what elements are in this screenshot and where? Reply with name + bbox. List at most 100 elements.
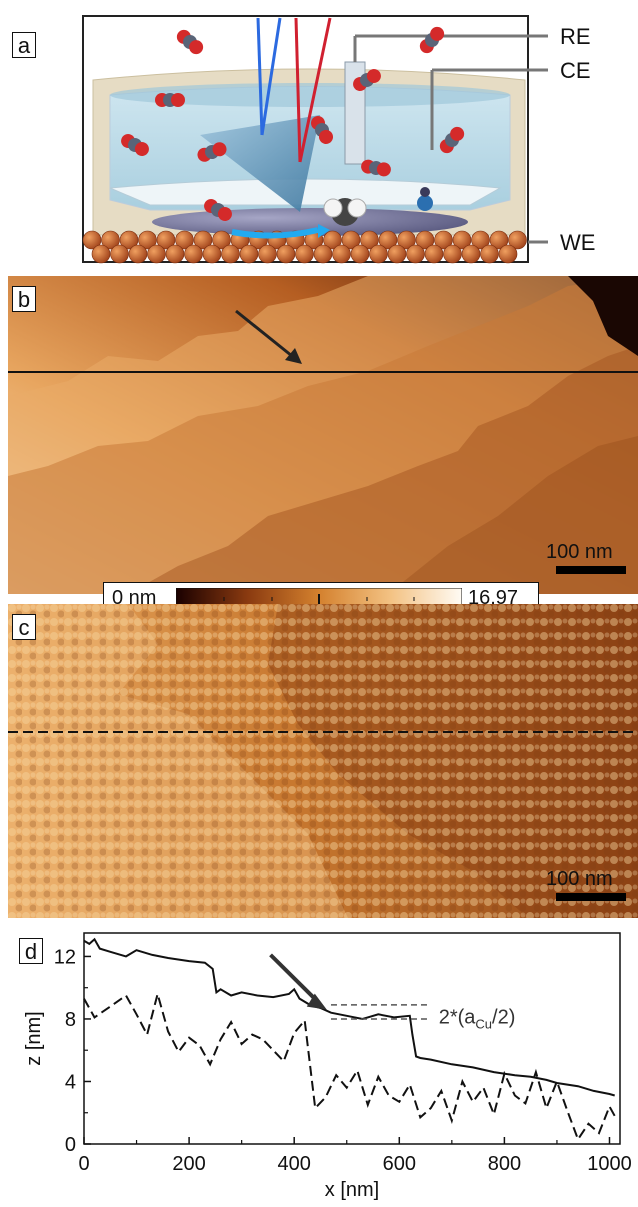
co2-molecule — [419, 26, 445, 54]
x-tick-label: 1000 — [587, 1153, 632, 1175]
panel-c-stm-image — [8, 604, 638, 918]
copper-atom — [387, 244, 407, 264]
copper-atom — [119, 230, 139, 250]
colorbar-max-label: 16.97 — [468, 587, 519, 609]
panel-b-letter: b — [12, 286, 36, 312]
copper-atom — [202, 244, 222, 264]
copper-atom — [406, 244, 425, 264]
laser-red-2 — [298, 17, 332, 163]
copper-atom — [415, 230, 435, 250]
y-tick-label: 0 — [65, 1134, 76, 1156]
copper-atom — [239, 244, 259, 264]
copper-atom — [313, 244, 333, 264]
y-tick-label: 8 — [65, 1009, 76, 1031]
copper-atom — [332, 244, 351, 264]
plot-frame — [83, 932, 621, 1145]
co2-molecules — [121, 26, 465, 221]
copper-atom — [91, 244, 111, 264]
dark-corner — [568, 276, 638, 356]
panel-d-arrow-shaft — [269, 953, 318, 1002]
co2-molecule — [439, 126, 465, 154]
copper-atom — [378, 230, 398, 250]
laser-red-1 — [294, 17, 302, 163]
arrow-shaft — [235, 309, 293, 358]
copper-atom — [184, 244, 203, 264]
re-label: RE — [560, 24, 591, 49]
co2-molecule — [176, 29, 204, 55]
panel-d-line-chart: 0 200 400 600 800 1000 0 4 8 12 x [nm] z [nm] 2*(aCu… — [23, 932, 632, 1201]
series-dashed-line — [83, 990, 616, 1142]
copper-atom — [212, 230, 231, 250]
ion-top — [420, 187, 430, 197]
co2-molecule — [155, 93, 185, 107]
x-tick-label: 0 — [78, 1153, 89, 1175]
panel-c-scale-bar — [556, 893, 626, 901]
co2-molecule — [204, 199, 232, 221]
copper-atom — [323, 230, 342, 250]
x-tick-label: 600 — [383, 1153, 416, 1175]
colorbar-min-label: 0 nm — [112, 587, 157, 609]
copper-atom — [508, 230, 527, 250]
panel-c-scale-label: 100 nm — [546, 868, 613, 890]
co2-molecule — [121, 134, 149, 156]
copper-atom — [276, 244, 296, 264]
laser-blue-1 — [256, 17, 264, 136]
laser-blue-2 — [260, 17, 282, 136]
copper-atom — [156, 230, 176, 250]
we-label: WE — [560, 230, 596, 255]
copper-atom — [397, 230, 416, 250]
ce-label: CE — [560, 58, 591, 83]
y-axis-label: z [nm] — [23, 1011, 45, 1065]
copper-atom — [443, 244, 462, 264]
step-annotation: 2*(aCu/2) — [439, 1007, 516, 1032]
terrace-4 — [388, 436, 638, 594]
copper-atom — [341, 230, 361, 250]
copper-atom — [360, 230, 379, 250]
arrow-head — [285, 348, 302, 364]
copper-atom — [295, 244, 314, 264]
ion — [417, 195, 433, 211]
copper-atom — [221, 244, 240, 264]
copper-atom — [452, 230, 472, 250]
diffusion-arrow — [231, 227, 319, 239]
copper-atom — [101, 230, 120, 250]
y-tick-label: 4 — [65, 1071, 76, 1093]
copper-atom — [128, 244, 148, 264]
copper-atom — [489, 230, 509, 250]
copper-atom — [480, 244, 499, 264]
copper-atom — [471, 230, 490, 250]
copper-atom — [350, 244, 370, 264]
terrace-3 — [128, 346, 638, 594]
panel-a-letter: a — [12, 32, 36, 58]
copper-atom — [369, 244, 388, 264]
co2-molecule — [353, 69, 381, 91]
co2-molecule — [361, 159, 391, 177]
copper-atom — [138, 230, 157, 250]
stm-tip — [200, 115, 320, 212]
electrolyte-surface — [110, 83, 510, 107]
copper-atom — [110, 244, 129, 264]
x-tick-label: 200 — [172, 1153, 205, 1175]
copper-atom — [165, 244, 185, 264]
panel-b-scale-bar — [556, 566, 626, 574]
copper-atom — [147, 244, 166, 264]
copper-atom — [193, 230, 213, 250]
panel-a-schematic — [82, 15, 548, 264]
copper-atom — [82, 230, 102, 250]
copper-atom — [175, 230, 194, 250]
panel-b-scale-label: 100 nm — [546, 541, 613, 563]
y-tick-label: 12 — [54, 946, 76, 968]
copper-atom — [498, 244, 518, 264]
copper-atom — [461, 244, 481, 264]
seal-ring — [109, 178, 502, 206]
co2-molecule — [311, 116, 333, 144]
copper-atom — [434, 230, 453, 250]
x-tick-label: 400 — [278, 1153, 311, 1175]
panel-c-letter: c — [12, 614, 36, 640]
copper-atom — [424, 244, 444, 264]
co2-molecule — [197, 142, 227, 162]
x-tick-label: 800 — [488, 1153, 521, 1175]
panel-d-arrow-head — [306, 993, 327, 1010]
copper-atom — [258, 244, 277, 264]
x-axis-label: x [nm] — [325, 1179, 379, 1201]
